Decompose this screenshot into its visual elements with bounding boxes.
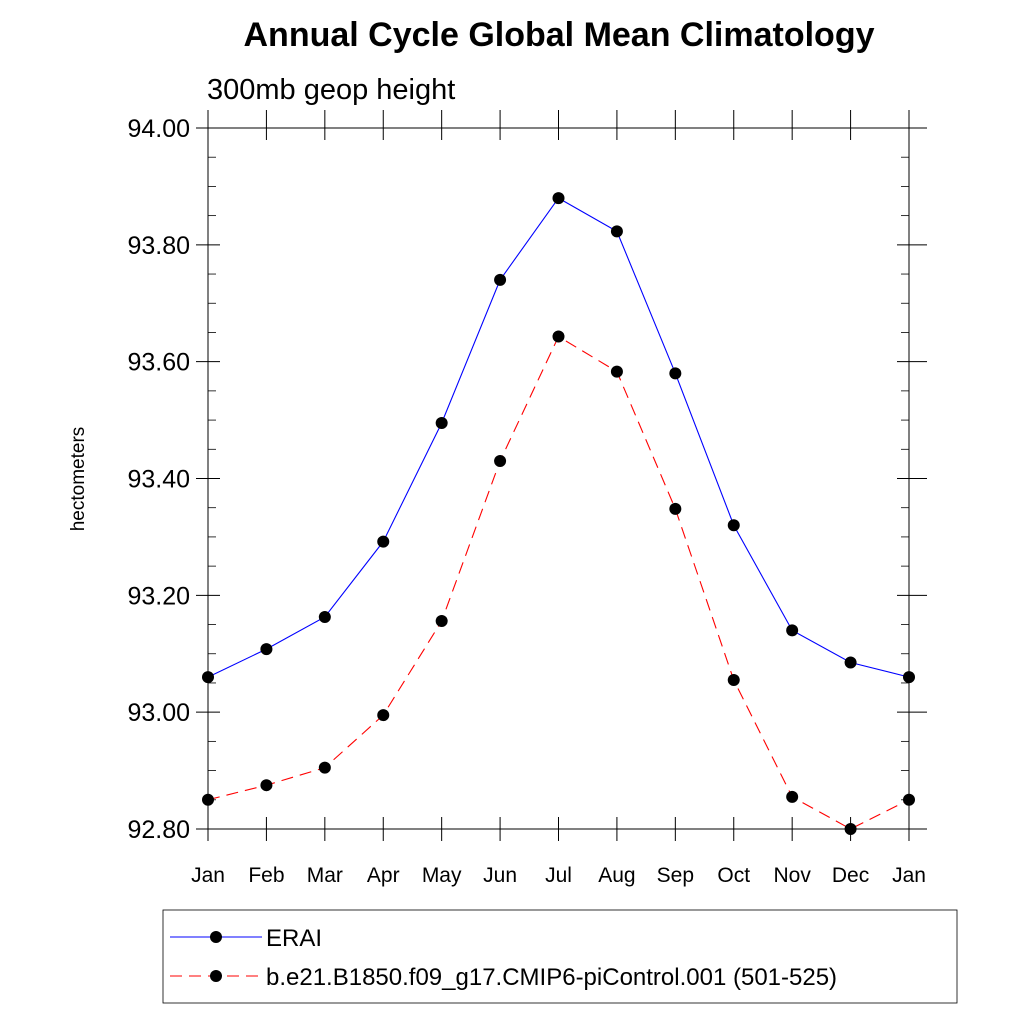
y-tick-labels: 92.80 93.00 93.20 93.40 93.60 93.80 94.00	[127, 115, 190, 844]
series-line-0	[207, 197, 910, 678]
y-tick-label: 93.60	[127, 349, 190, 377]
data-point-series-1	[844, 823, 857, 835]
data-point-series-0	[903, 671, 915, 684]
chart-subtitle: 300mb geop height	[207, 74, 455, 106]
legend-marker-erai	[210, 931, 222, 943]
legend-item-cmip6: b.e21.B1850.f09_g17.CMIP6-piControl.001 …	[170, 964, 837, 991]
x-tick-label: Jul	[545, 864, 572, 887]
legend: ERAI b.e21.B1850.f09_g17.CMIP6-piControl…	[162, 909, 958, 1004]
data-point-series-1	[669, 502, 682, 515]
data-point-series-1	[786, 790, 799, 803]
chart-title: Annual Cycle Global Mean Climatology	[244, 16, 875, 54]
y-tick-label: 93.80	[127, 232, 190, 260]
data-point-series-0	[377, 535, 390, 548]
series-line-1	[207, 335, 910, 830]
data-point-series-1	[435, 615, 448, 628]
x-tick-label: Feb	[248, 864, 284, 887]
x-tick-label: May	[422, 864, 462, 887]
x-tick-label: Mar	[307, 864, 343, 887]
y-tick-label: 93.00	[127, 699, 190, 727]
data-point-series-1	[727, 674, 740, 687]
x-tick-label: Sep	[657, 864, 694, 887]
x-tick-label: Dec	[832, 864, 869, 887]
legend-box	[162, 909, 958, 1004]
y-tick-label: 94.00	[127, 115, 190, 143]
data-point-series-1	[494, 454, 507, 467]
legend-label-erai: ERAI	[266, 925, 322, 952]
data-point-series-0	[844, 656, 857, 669]
data-point-series-1	[903, 793, 915, 806]
y-tick-label: 93.40	[127, 466, 190, 494]
series-group	[202, 192, 915, 835]
legend-item-erai: ERAI	[170, 925, 322, 952]
data-point-series-0	[494, 273, 507, 286]
data-point-series-0	[610, 225, 623, 238]
data-point-series-1	[202, 793, 214, 806]
data-point-series-0	[552, 192, 565, 205]
data-point-series-1	[318, 761, 331, 774]
y-tick-label: 92.80	[127, 816, 190, 844]
data-point-series-0	[669, 367, 682, 380]
legend-label-cmip6: b.e21.B1850.f09_g17.CMIP6-piControl.001 …	[266, 964, 837, 991]
data-point-series-1	[610, 365, 623, 378]
x-tick-label: Nov	[773, 864, 811, 887]
data-point-series-1	[377, 709, 390, 722]
x-tick-label: Jan	[191, 864, 225, 887]
y-axis-label: hectometers	[68, 427, 89, 532]
data-point-series-1	[552, 330, 565, 343]
x-tick-label: Aug	[598, 864, 635, 887]
x-tick-labels: Jan Feb Mar Apr May Jun Jul Aug Sep Oct Nov Dec Jan	[191, 864, 926, 887]
data-point-series-0	[727, 519, 740, 532]
y-tick-label: 93.20	[127, 582, 190, 610]
x-tick-label: Apr	[367, 864, 400, 887]
data-point-series-0	[318, 610, 331, 623]
x-tick-label: Oct	[717, 864, 750, 887]
data-point-series-0	[786, 624, 799, 637]
data-point-series-1	[260, 779, 273, 792]
legend-marker-cmip6	[210, 970, 222, 982]
data-point-series-0	[202, 671, 214, 684]
major-ticks	[196, 110, 927, 841]
data-point-series-0	[435, 417, 448, 430]
x-tick-label: Jun	[483, 864, 517, 887]
plot-frame	[207, 127, 910, 830]
data-point-series-0	[260, 643, 273, 656]
x-tick-label: Jan	[892, 864, 926, 887]
minor-ticks	[208, 156, 909, 801]
